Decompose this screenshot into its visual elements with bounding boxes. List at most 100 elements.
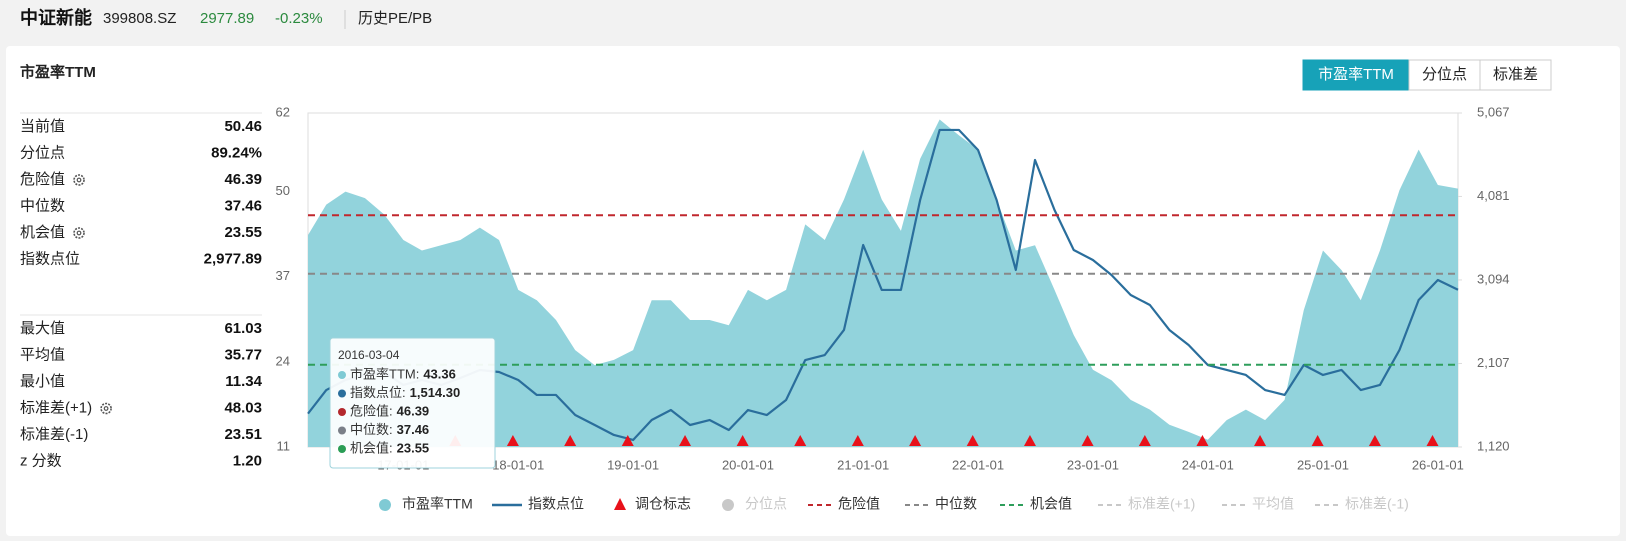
- legend-label[interactable]: 标准差(+1): [1128, 496, 1195, 512]
- x-tick-label: 22-01-01: [952, 457, 1004, 472]
- rebalance-marker: [1311, 435, 1324, 446]
- panel-title: 市盈率TTM: [20, 63, 96, 81]
- settings-icon-hub[interactable]: [76, 177, 82, 183]
- legend-swatch[interactable]: [722, 499, 734, 511]
- stat-value: 11.34: [225, 373, 262, 390]
- toggle-button[interactable]: [1302, 59, 1410, 91]
- legend-label[interactable]: 中位数: [935, 496, 977, 512]
- tooltip-label: 危险值:: [350, 403, 393, 418]
- stat-value: 2,977.89: [204, 250, 262, 267]
- toggle-button[interactable]: [1479, 59, 1552, 91]
- rebalance-marker: [1368, 435, 1381, 446]
- tooltip: [329, 337, 496, 469]
- stat-label: 标准差(+1): [20, 399, 92, 416]
- stat-value: 23.51: [224, 426, 262, 443]
- stat-value: 46.39: [224, 171, 262, 188]
- index-name: 中证新能: [20, 7, 92, 28]
- tooltip-dot: [338, 426, 346, 435]
- stat-label: 最大值: [20, 320, 65, 337]
- tooltip-label: 机会值:: [350, 440, 393, 455]
- stat-label: 危险值: [20, 171, 65, 188]
- y-tick-label: 50: [276, 183, 290, 198]
- rebalance-marker: [1023, 435, 1036, 446]
- stat-label: 最小值: [20, 373, 65, 390]
- legend-label[interactable]: 分位点: [745, 496, 787, 512]
- legend-label[interactable]: 指数点位: [528, 496, 584, 512]
- stat-value: 1.20: [233, 452, 262, 469]
- tooltip-label: 市盈率TTM:: [350, 366, 419, 381]
- rebalance-marker: [564, 435, 577, 446]
- rebalance-marker: [506, 435, 519, 446]
- toggle-button[interactable]: [1408, 59, 1481, 91]
- stat-label: 分位点: [20, 144, 65, 161]
- index-line: [307, 128, 1459, 442]
- stat-value: 35.77: [224, 346, 262, 363]
- toggle-button-label[interactable]: 标准差: [1493, 66, 1538, 83]
- x-tick-label: 23-01-01: [1067, 457, 1119, 472]
- stat-label: 机会值: [20, 224, 65, 241]
- tooltip-value: 1,514.30: [410, 385, 461, 400]
- settings-icon[interactable]: [73, 227, 85, 239]
- settings-icon[interactable]: [100, 402, 112, 415]
- x-tick-label: 20-01-01: [722, 457, 774, 472]
- stat-value: 37.46: [224, 197, 262, 214]
- index-price: 2977.89: [200, 10, 254, 27]
- x-tick-label: 26-01-01: [1412, 457, 1464, 472]
- index-change: -0.23%: [275, 10, 323, 27]
- legend-swatch[interactable]: [379, 499, 391, 511]
- stat-value: 48.03: [224, 399, 262, 416]
- tooltip-label: 指数点位:: [350, 385, 406, 400]
- toggle-button-label[interactable]: 市盈率TTM: [1318, 66, 1394, 83]
- stat-value: 61.03: [224, 320, 262, 337]
- y2-tick-label: 4,081: [1477, 188, 1510, 203]
- tooltip-value: 23.55: [397, 440, 430, 455]
- y2-tick-label: 3,094: [1477, 271, 1510, 286]
- legend-label[interactable]: 机会值: [1030, 496, 1072, 512]
- y-tick-label: 11: [277, 438, 291, 453]
- legend-label[interactable]: 平均值: [1252, 496, 1294, 512]
- rebalance-marker: [1081, 435, 1094, 446]
- tooltip-date: 2016-03-04: [338, 348, 400, 362]
- toggle-button-label[interactable]: 分位点: [1422, 66, 1467, 83]
- legend-label[interactable]: 调仓标志: [635, 496, 691, 512]
- settings-icon[interactable]: [73, 174, 85, 186]
- rebalance-marker: [966, 435, 979, 446]
- legend-label[interactable]: 危险值: [838, 496, 880, 512]
- settings-icon-hub[interactable]: [103, 406, 109, 411]
- rebalance-marker: [1426, 435, 1439, 446]
- rebalance-marker: [679, 435, 692, 446]
- tooltip-dot: [338, 371, 346, 379]
- legend-swatch[interactable]: [614, 498, 626, 510]
- legend-label[interactable]: 标准差(-1): [1345, 496, 1409, 512]
- x-tick-label: 24-01-01: [1182, 457, 1234, 472]
- y2-tick-label: 2,107: [1477, 355, 1510, 370]
- y-tick-label: 37: [276, 268, 290, 283]
- rebalance-marker: [736, 435, 749, 446]
- stat-label: z 分数: [20, 452, 62, 469]
- x-tick-label: 25-01-01: [1297, 457, 1349, 472]
- stat-value: 50.46: [224, 118, 262, 135]
- stat-label: 当前值: [20, 118, 65, 135]
- stat-label: 指数点位: [20, 250, 80, 267]
- x-tick-label: 19-01-01: [607, 457, 659, 472]
- tooltip-dot: [338, 389, 346, 398]
- rebalance-marker: [1138, 435, 1151, 446]
- tooltip-dot: [338, 445, 346, 453]
- x-tick-label: 18-01-01: [492, 457, 544, 472]
- stat-label: 平均值: [20, 346, 65, 363]
- settings-icon-hub[interactable]: [76, 230, 82, 236]
- legend-label[interactable]: 市盈率TTM: [402, 496, 473, 512]
- rebalance-marker: [1196, 435, 1209, 446]
- tooltip-dot: [338, 408, 346, 416]
- tab-label[interactable]: 历史PE/PB: [358, 10, 432, 27]
- stat-label: 中位数: [20, 197, 65, 214]
- rebalance-marker: [621, 435, 634, 446]
- y2-tick-label: 1,120: [1477, 438, 1510, 453]
- tooltip-value: 37.46: [397, 422, 430, 437]
- pe-area: [308, 119, 1458, 448]
- index-code: 399808.SZ: [103, 10, 176, 27]
- stat-value: 23.55: [224, 224, 262, 241]
- tooltip-value: 46.39: [397, 403, 430, 418]
- stat-label: 标准差(-1): [20, 426, 88, 443]
